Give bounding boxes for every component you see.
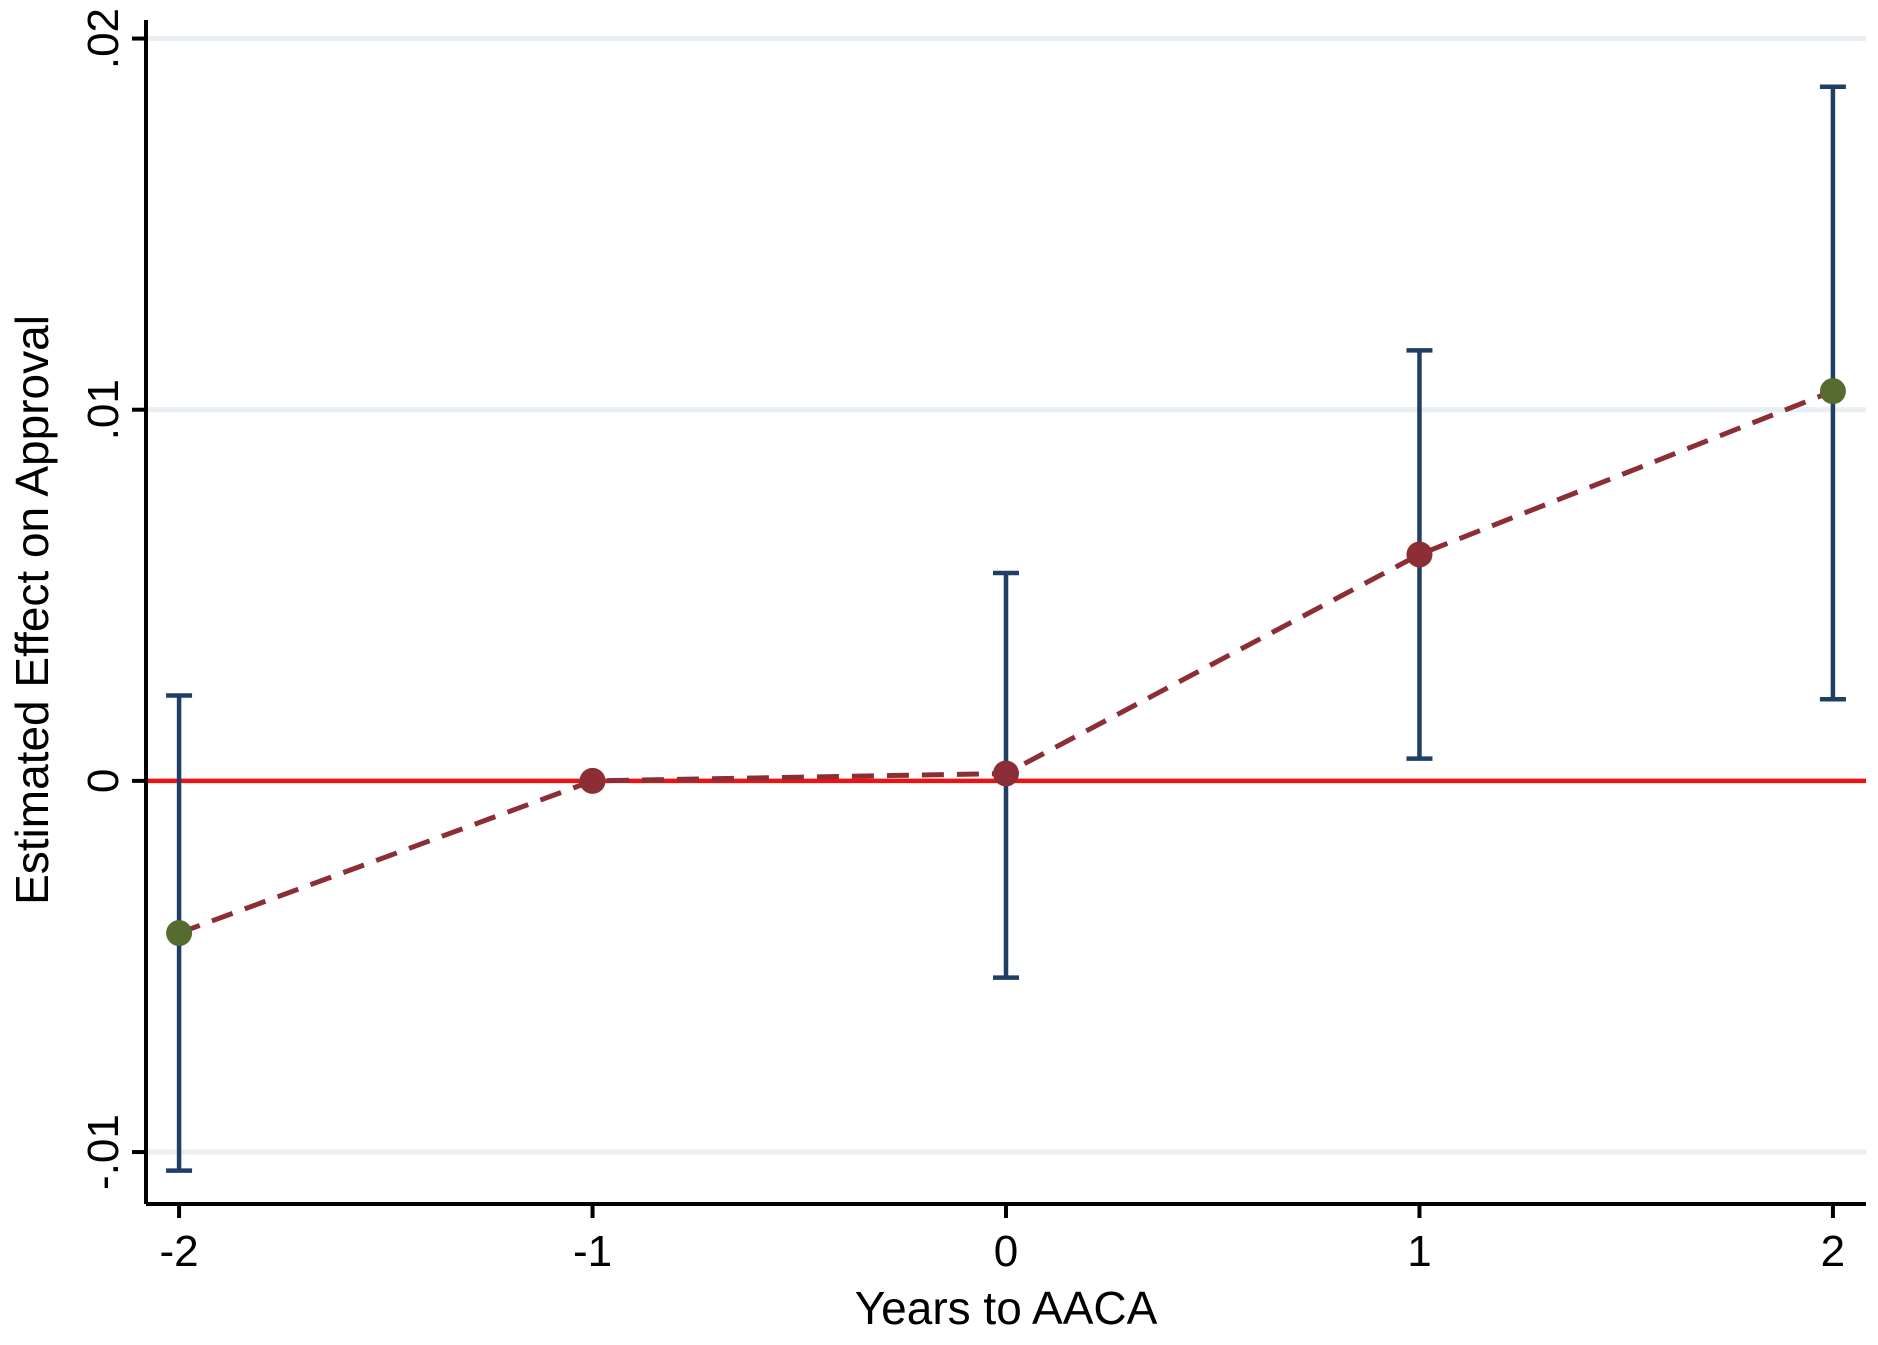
y-tick-label: -.01 [79,1114,128,1190]
x-tick-label: 1 [1407,1227,1431,1276]
data-point [993,760,1019,787]
data-points [166,378,1846,947]
data-point [1819,378,1846,405]
x-tick-label: -1 [573,1227,612,1276]
data-point [166,920,193,947]
data-point [579,767,606,794]
x-axis-title: Years to AACA [855,1282,1158,1334]
gridlines [146,36,1866,1155]
axes [132,20,1866,1218]
y-tick-label: .01 [79,379,128,440]
tick-labels: -.01 0 .01 .02 -2 -1 0 1 2 [79,8,1845,1276]
data-point [1406,541,1433,568]
y-tick-label: 0 [79,769,128,793]
x-tick-label: 2 [1821,1227,1845,1276]
y-axis-title: Estimated Effect on Approval [6,315,58,905]
x-tick-label: 0 [994,1227,1018,1276]
x-tick-label: -2 [160,1227,199,1276]
y-tick-label: .02 [79,8,128,69]
